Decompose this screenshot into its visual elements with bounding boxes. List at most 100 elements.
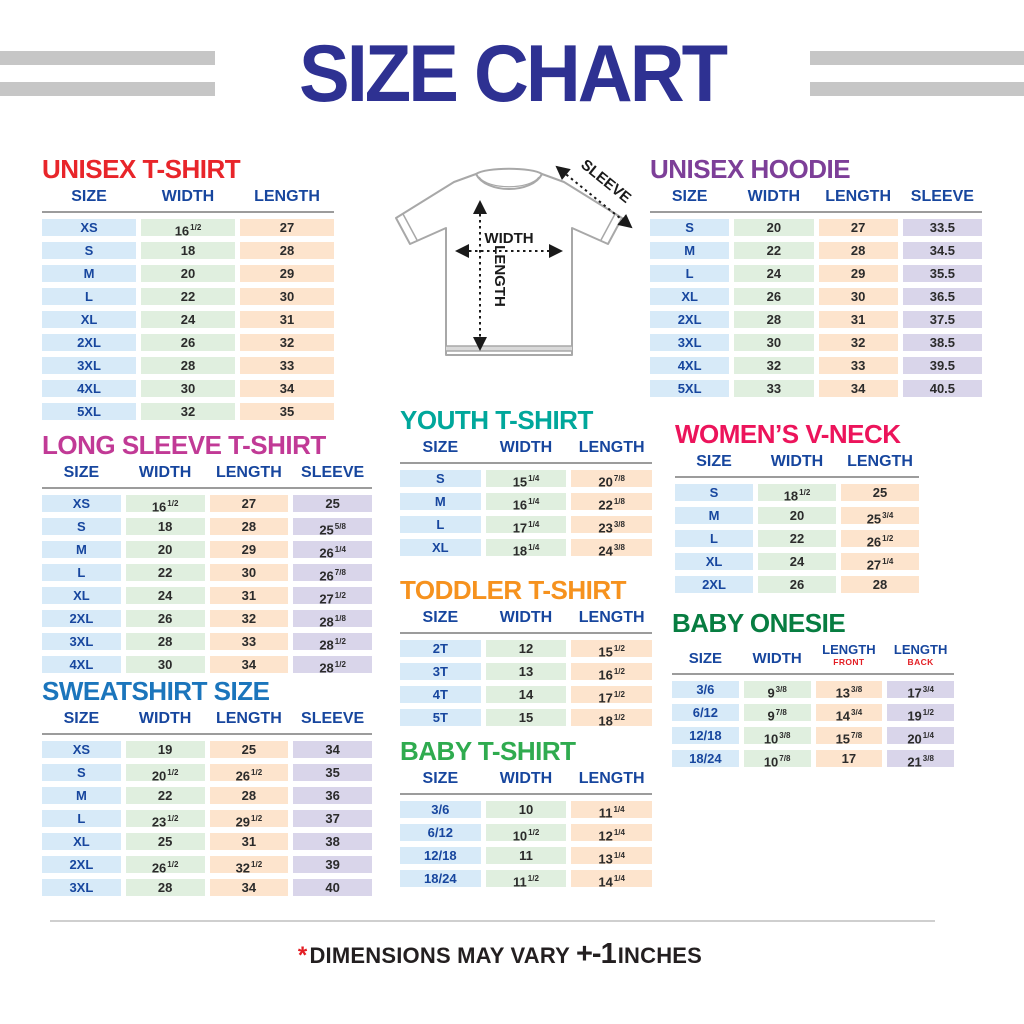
value-cell: 27 [240,219,334,237]
size-cell: S [42,764,121,782]
value-cell: 18 [141,242,235,260]
value-cell: 20 [125,541,205,559]
size-cell: S [650,219,730,237]
value-cell: 39 [293,856,372,874]
value-cell: 181/4 [485,539,567,559]
table-title: BABY ONESIE [672,608,846,638]
size-cell: 4XL [42,380,136,398]
size-cell: M [650,242,730,260]
value-cell: 171/2 [571,686,652,706]
value-cell: 28 [841,576,919,594]
value-cell: 107/8 [743,750,811,770]
value-cell: 38.5 [902,334,982,352]
value-cell: 22 [734,242,814,260]
header-divider [400,462,652,465]
value-cell: 29 [209,541,289,559]
value-cell: 30 [209,564,289,582]
column-header: LENGTH [254,188,320,205]
value-cell: 34 [818,380,898,398]
size-cell: S [400,470,481,488]
size-cell: XS [42,219,136,237]
length-arrow-label: LENGTH [491,245,508,307]
footnote-text: DIMENSIONS MAY VARY [309,943,570,968]
value-cell: 33 [240,357,334,375]
value-cell: 201/2 [125,764,205,784]
value-cell: 151/2 [571,640,652,660]
tshirt-measurement-diagram: WIDTH LENGTH SLEEVE [383,156,641,396]
value-cell: 151/4 [485,470,567,490]
value-cell: 24 [141,311,235,329]
value-cell: 20 [758,507,836,525]
value-cell: 201/4 [887,727,954,747]
value-cell: 261/2 [209,764,289,784]
value-cell: 30 [141,380,235,398]
column-header: SIZE [688,650,723,668]
value-cell: 25 [841,484,919,502]
size-cell: 12/18 [400,847,481,865]
value-cell: 28 [209,787,289,805]
value-cell: 12 [485,640,567,658]
value-cell: 38 [293,833,372,851]
size-cell: L [42,564,121,582]
value-cell: 14 [485,686,567,704]
value-cell: 30 [240,288,334,306]
size-cell: L [42,288,136,306]
value-cell: 20 [734,219,814,237]
size-cell: 2T [400,640,481,658]
size-cell: XS [42,495,121,513]
unisex-hoodie-table: UNISEX HOODIE SIZE WIDTH LENGTH SLEEVE S 20 27 3… [650,156,982,398]
value-cell: 111/2 [485,870,567,890]
size-cell: 6/12 [672,704,739,722]
column-header: SLEEVE [301,710,365,727]
size-cell: 18/24 [400,870,481,888]
size-cell: 2XL [650,311,730,329]
value-cell: 30 [818,288,898,306]
value-cell: 28 [240,242,334,260]
value-cell: 33 [734,380,814,398]
value-cell: 101/2 [485,824,567,844]
sleeve-arrow [555,165,633,229]
value-cell: 207/8 [571,470,652,490]
long-sleeve-tshirt-table: LONG SLEEVE T-SHIRT SIZE WIDTH LENGTH SLEEVE… [42,432,372,676]
unisex-tshirt-table: UNISEX T-SHIRT SIZE WIDTH LENGTH XS 161/2 27 S 1… [42,156,334,421]
value-cell: 243/8 [571,539,652,559]
value-cell: 34.5 [902,242,982,260]
column-header: SIZE [63,464,100,481]
column-header: LENGTH [215,464,282,481]
footnote-tolerance: +-1 [576,938,617,970]
column-header: WIDTH [752,650,802,668]
value-cell: 233/8 [571,516,652,536]
value-cell: 17 [815,750,883,768]
table-title: BABY T-SHIRT [400,736,576,766]
value-cell: 32 [734,357,814,375]
size-cell: L [400,516,481,534]
value-cell: 291/2 [209,810,289,830]
baby-onesie-table: BABY ONESIE SIZE WIDTH LENGTH FRONT LENGTH BAC… [672,608,954,770]
value-cell: 97/8 [743,704,811,724]
value-cell: 103/8 [743,727,811,747]
value-cell: 33 [209,633,289,651]
column-header: SIZE [422,439,459,456]
value-cell: 34 [240,380,334,398]
value-cell: 24 [734,265,814,283]
womens-vneck-table: WOMEN’S V-NECK SIZE WIDTH LENGTH S 181/2 25 M 20… [675,421,919,594]
value-cell: 261/4 [293,541,372,561]
size-cell: S [675,484,753,502]
value-cell: 24 [125,587,205,605]
size-cell: 2XL [42,856,121,874]
column-header: LENGTH BACK [893,642,948,668]
value-cell: 27 [209,495,289,513]
value-cell: 133/8 [815,681,883,701]
value-cell: 22 [125,564,205,582]
value-cell: 28 [818,242,898,260]
value-cell: 32 [141,403,235,421]
hem-lines [446,345,572,352]
size-cell: M [42,265,136,283]
header-divider [675,476,919,479]
value-cell: 267/8 [293,564,372,584]
value-cell: 31 [209,587,289,605]
value-cell: 34 [209,656,289,674]
value-cell: 28 [125,633,205,651]
value-cell: 281/2 [293,656,372,676]
